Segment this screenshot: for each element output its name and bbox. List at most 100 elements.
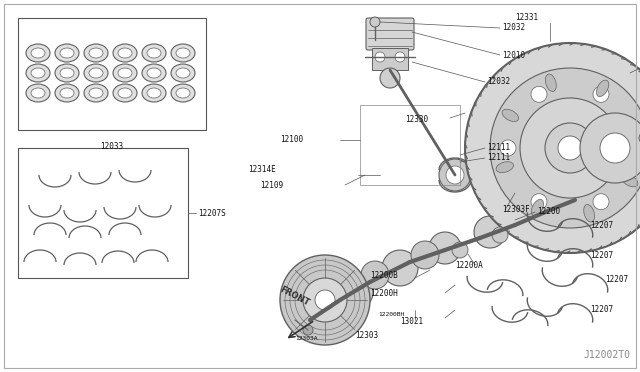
Ellipse shape [176, 88, 190, 98]
Ellipse shape [147, 88, 161, 98]
Text: J12002T0: J12002T0 [583, 350, 630, 360]
Ellipse shape [89, 48, 103, 58]
Text: 12330: 12330 [405, 115, 428, 125]
Ellipse shape [113, 44, 137, 62]
Text: 12200H: 12200H [370, 289, 397, 298]
Text: 12109: 12109 [260, 180, 283, 189]
Text: 12010: 12010 [502, 51, 525, 60]
Ellipse shape [84, 64, 108, 82]
Ellipse shape [545, 74, 556, 92]
Text: 12032: 12032 [487, 77, 510, 87]
FancyBboxPatch shape [366, 18, 414, 50]
Circle shape [446, 166, 464, 184]
Circle shape [411, 241, 439, 269]
Ellipse shape [89, 68, 103, 78]
Circle shape [531, 194, 547, 210]
Ellipse shape [31, 48, 45, 58]
Circle shape [375, 52, 385, 62]
Text: 12032: 12032 [502, 23, 525, 32]
Ellipse shape [176, 68, 190, 78]
Bar [18, 18, 206, 130]
Text: 13021: 13021 [400, 317, 423, 327]
Ellipse shape [584, 205, 595, 222]
Ellipse shape [171, 44, 195, 62]
Circle shape [370, 17, 380, 27]
Text: 12207: 12207 [605, 276, 628, 285]
Circle shape [545, 123, 595, 173]
Ellipse shape [55, 64, 79, 82]
Text: 12303F: 12303F [502, 205, 530, 215]
Text: 12303: 12303 [355, 330, 378, 340]
Circle shape [558, 136, 582, 160]
Text: 12100: 12100 [280, 135, 303, 144]
Text: 12200BH: 12200BH [378, 312, 404, 317]
Ellipse shape [89, 88, 103, 98]
Text: 12207: 12207 [590, 305, 613, 314]
Circle shape [429, 232, 461, 264]
Text: 12207S: 12207S [198, 208, 226, 218]
Text: 12200A: 12200A [455, 260, 483, 269]
Ellipse shape [26, 64, 50, 82]
Text: 12303A: 12303A [295, 336, 317, 340]
Ellipse shape [118, 68, 132, 78]
Text: 12200: 12200 [537, 208, 560, 217]
Circle shape [465, 43, 640, 253]
Ellipse shape [60, 48, 74, 58]
Ellipse shape [31, 68, 45, 78]
Ellipse shape [118, 48, 132, 58]
Text: 12314E: 12314E [248, 166, 276, 174]
Circle shape [593, 86, 609, 102]
Circle shape [303, 278, 347, 322]
Ellipse shape [60, 68, 74, 78]
Ellipse shape [84, 44, 108, 62]
Ellipse shape [113, 84, 137, 102]
Ellipse shape [142, 84, 166, 102]
Text: 12331: 12331 [515, 13, 538, 22]
Circle shape [490, 68, 640, 228]
Circle shape [439, 159, 471, 191]
Circle shape [593, 194, 609, 210]
Ellipse shape [496, 162, 513, 173]
Ellipse shape [596, 80, 609, 97]
Ellipse shape [142, 64, 166, 82]
Circle shape [452, 242, 468, 258]
Ellipse shape [55, 44, 79, 62]
Circle shape [382, 250, 418, 286]
Text: 12111: 12111 [487, 144, 510, 153]
Circle shape [624, 140, 640, 156]
Ellipse shape [55, 84, 79, 102]
Circle shape [315, 290, 335, 310]
Circle shape [280, 255, 370, 345]
Text: FRONT: FRONT [279, 285, 311, 308]
Bar [18, 148, 188, 278]
Text: 12200B: 12200B [370, 272, 397, 280]
Ellipse shape [147, 68, 161, 78]
Circle shape [492, 227, 508, 243]
Ellipse shape [627, 124, 640, 134]
Circle shape [531, 86, 547, 102]
Circle shape [395, 52, 405, 62]
Ellipse shape [176, 48, 190, 58]
Ellipse shape [84, 84, 108, 102]
Ellipse shape [147, 48, 161, 58]
Ellipse shape [26, 84, 50, 102]
Circle shape [474, 216, 506, 248]
Circle shape [337, 274, 373, 310]
Ellipse shape [60, 88, 74, 98]
Circle shape [519, 200, 551, 232]
Ellipse shape [31, 88, 45, 98]
Text: 12033: 12033 [100, 142, 124, 151]
Circle shape [380, 68, 400, 88]
Circle shape [639, 132, 640, 144]
Circle shape [303, 325, 313, 335]
Bar [372, 48, 408, 70]
Ellipse shape [531, 199, 543, 216]
Circle shape [500, 140, 516, 156]
Ellipse shape [118, 88, 132, 98]
Ellipse shape [171, 64, 195, 82]
Text: 12111: 12111 [487, 154, 510, 163]
Circle shape [580, 113, 640, 183]
Circle shape [520, 98, 620, 198]
Bar [360, 105, 460, 185]
Ellipse shape [142, 44, 166, 62]
